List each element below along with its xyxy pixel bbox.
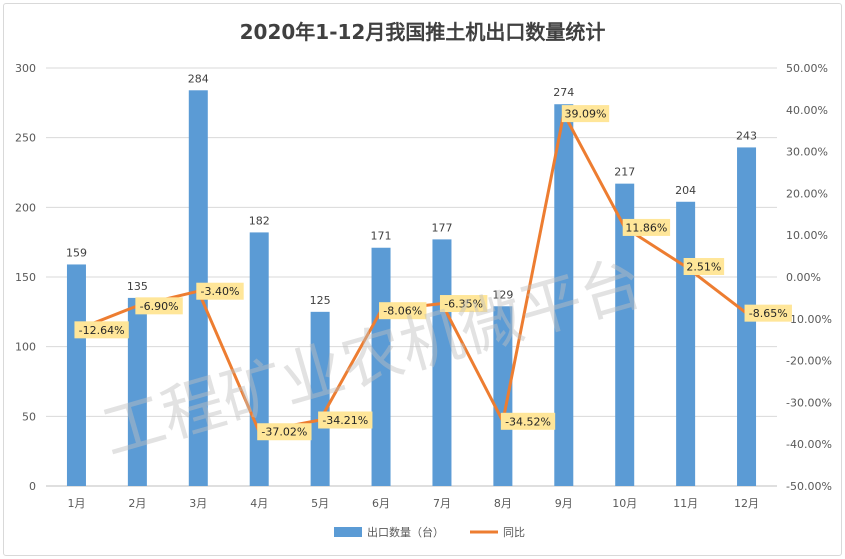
line-label-bg <box>257 423 312 441</box>
bar-5 <box>310 311 330 486</box>
line-label-bg <box>439 295 488 313</box>
line-value-label: -3.40% <box>201 285 240 298</box>
x-tick-label: 8月 <box>494 497 512 510</box>
x-tick-label: 1月 <box>67 497 85 510</box>
legend-bar-swatch <box>334 527 362 537</box>
x-tick-label: 10月 <box>612 497 637 510</box>
bar-8 <box>493 306 513 486</box>
bar-value-label: 182 <box>249 214 270 227</box>
bar-value-label: 243 <box>736 129 757 142</box>
y-left-tick-label: 200 <box>15 201 36 214</box>
y-left-tick-label: 150 <box>15 271 36 284</box>
x-tick-label: 5月 <box>311 497 329 510</box>
bar-value-label: 159 <box>66 246 87 259</box>
bar-1 <box>66 264 86 486</box>
y-right-tick-label: 30.00% <box>786 146 828 159</box>
bar-value-label: 125 <box>310 294 331 307</box>
x-tick-label: 7月 <box>433 497 451 510</box>
line-label-bg <box>135 297 183 315</box>
line-label-bg <box>500 412 556 430</box>
line-label-bg <box>622 218 671 236</box>
line-value-label: -34.21% <box>322 414 368 427</box>
y-left-tick-label: 0 <box>29 480 36 493</box>
bar-10 <box>615 183 635 486</box>
bar-value-label: 177 <box>431 221 452 234</box>
line-label-bg <box>683 258 725 276</box>
y-left-tick-label: 300 <box>15 62 36 75</box>
y-right-tick-label: -50.00% <box>786 480 832 493</box>
x-tick-label: 12月 <box>734 497 759 510</box>
bar-value-label: 217 <box>614 166 635 179</box>
x-tick-label: 11月 <box>673 497 698 510</box>
y-right-tick-label: -20.00% <box>786 355 832 368</box>
bar-9 <box>554 104 574 486</box>
y-left-tick-label: 100 <box>15 341 36 354</box>
x-tick-label: 9月 <box>555 497 573 510</box>
line-label-bg <box>196 282 244 300</box>
y-right-tick-label: 50.00% <box>786 62 828 75</box>
x-tick-label: 6月 <box>372 497 390 510</box>
legend-line-label: 同比 <box>503 526 525 539</box>
line-value-label: 2.51% <box>686 261 721 274</box>
bar-value-label: 274 <box>553 86 574 99</box>
line-value-label: -8.65% <box>749 307 788 320</box>
line-value-label: -12.64% <box>79 324 125 337</box>
line-value-label: -6.90% <box>140 300 179 313</box>
y-right-tick-label: 10.00% <box>786 229 828 242</box>
line-label-bg <box>318 411 373 429</box>
y-left-tick-label: 50 <box>22 410 36 423</box>
x-tick-label: 3月 <box>189 497 207 510</box>
bar-11 <box>676 201 696 486</box>
x-tick-label: 2月 <box>128 497 146 510</box>
legend-bar-label: 出口数量（台） <box>367 525 444 539</box>
line-value-label: -6.35% <box>444 298 483 311</box>
y-right-tick-label: -40.00% <box>786 438 832 451</box>
x-tick-label: 4月 <box>250 497 268 510</box>
line-label-bg <box>74 321 129 339</box>
bar-value-label: 135 <box>127 280 148 293</box>
line-label-bg <box>379 302 427 320</box>
bar-value-label: 204 <box>675 184 696 197</box>
line-value-label: -8.06% <box>383 305 422 318</box>
line-label-bg <box>561 105 610 123</box>
y-right-tick-label: -30.00% <box>786 396 832 409</box>
y-right-tick-label: -10.00% <box>786 313 832 326</box>
y-right-tick-label: 20.00% <box>786 187 828 200</box>
y-left-tick-label: 250 <box>15 132 36 145</box>
bar-2 <box>127 297 147 486</box>
line-label-bg <box>744 304 792 322</box>
bar-value-label: 129 <box>492 288 513 301</box>
line-value-label: -37.02% <box>261 426 307 439</box>
bar-value-label: 171 <box>371 230 392 243</box>
line-value-label: -34.52% <box>505 415 551 428</box>
bar-value-label: 284 <box>188 72 209 85</box>
y-right-tick-label: 0.00% <box>786 271 821 284</box>
chart-title: 2020年1-12月我国推土机出口数量统计 <box>239 20 606 44</box>
line-value-label: 11.86% <box>625 221 667 234</box>
line-value-label: 39.09% <box>565 108 607 121</box>
y-right-tick-label: 40.00% <box>786 104 828 117</box>
